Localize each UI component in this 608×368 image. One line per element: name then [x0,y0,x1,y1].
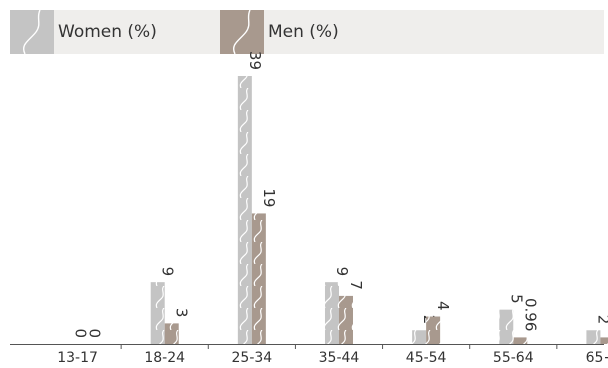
x-tick-label: 18-24 [144,350,185,366]
bar-men [600,337,608,344]
data-label-men: 0 [86,328,104,338]
bar-women [412,330,427,344]
data-label-women: 9 [159,267,177,277]
data-label-men: 0.96 [521,298,539,331]
legend-swatch-men [220,10,264,54]
data-label-women: 5 [507,294,525,304]
legend-swatch-women [10,10,54,54]
data-label-women: 2 [594,315,608,325]
data-label-men: 3 [173,308,191,318]
bar-men [426,316,441,344]
bar-men [164,323,179,344]
data-label-women: 9 [333,267,351,277]
bar-women [586,330,601,344]
x-tick-label: 13-17 [57,350,98,366]
legend: Women (%) Men (%) [10,10,604,54]
bar-women [499,309,514,344]
bar-women [150,282,165,344]
x-tick-label: 65+ [586,350,608,366]
data-label-men: 7 [347,280,365,290]
data-label-women: 39 [246,51,264,70]
legend-label-men: Men (%) [268,22,339,42]
bar-men [338,295,353,344]
bar-men [251,213,266,344]
bar-men [513,337,528,344]
x-tick-label: 55-64 [493,350,534,366]
data-label-women: 0 [72,328,90,338]
bar-women [324,282,339,344]
x-tick-label: 35-44 [319,350,360,366]
bar-women [237,76,252,344]
x-tick-label: 25-34 [232,350,273,366]
data-label-men: 4 [434,301,452,311]
data-label-men: 19 [260,188,278,207]
legend-label-women: Women (%) [58,22,157,42]
x-tick-label: 45-54 [406,350,447,366]
